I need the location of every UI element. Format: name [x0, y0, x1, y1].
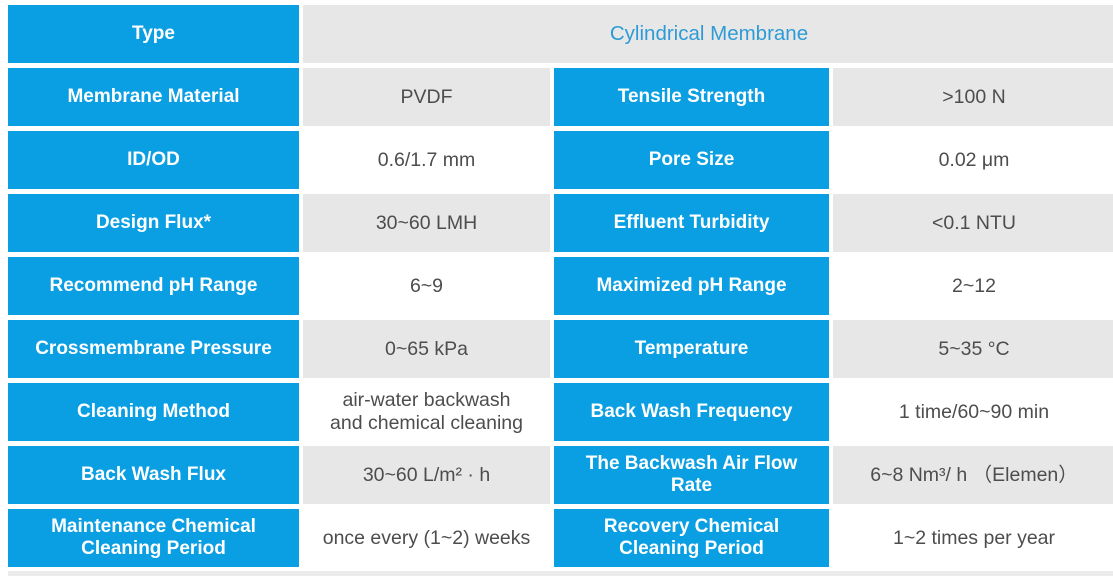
type-value: Cylindrical Membrane [303, 5, 1113, 63]
back-wash-frequency-value: 1 time/60~90 min [833, 383, 1113, 441]
row-label-pore-size: Pore Size [554, 131, 829, 189]
tensile-strength-value: >100 N [833, 68, 1113, 126]
next-row-edge [8, 571, 1113, 576]
row-label-type: Type [8, 5, 299, 63]
recovery-chemical-cleaning-period-value: 1~2 times per year [833, 509, 1113, 567]
row-label-recovery-chemical-cleaning-period: Recovery Chemical Cleaning Period [554, 509, 829, 567]
crossmembrane-pressure-value: 0~65 kPa [303, 320, 550, 378]
row-label-back-wash-flux: Back Wash Flux [8, 446, 299, 504]
row-label-maximized-ph-range: Maximized pH Range [554, 257, 829, 315]
pore-size-value: 0.02 μm [833, 131, 1113, 189]
row-label-back-wash-frequency: Back Wash Frequency [554, 383, 829, 441]
row-label-effluent-turbidity: Effluent Turbidity [554, 194, 829, 252]
row-label-maintenance-chemical-cleaning-period: Maintenance Chemical Cleaning Period [8, 509, 299, 567]
cleaning-method-value: air-water backwash and chemical cleaning [303, 383, 550, 441]
row-label-temperature: Temperature [554, 320, 829, 378]
row-label-crossmembrane-pressure: Crossmembrane Pressure [8, 320, 299, 378]
row-label-recommend-ph-range: Recommend pH Range [8, 257, 299, 315]
maintenance-chemical-cleaning-period-value: once every (1~2) weeks [303, 509, 550, 567]
row-label-cleaning-method: Cleaning Method [8, 383, 299, 441]
membrane-spec-table: Type Cylindrical Membrane Membrane Mater… [8, 5, 1113, 567]
backwash-air-flow-rate-value: 6~8 Nm³/ h （Elemen） [833, 446, 1113, 504]
row-label-id-od: ID/OD [8, 131, 299, 189]
row-label-membrane-material: Membrane Material [8, 68, 299, 126]
row-label-tensile-strength: Tensile Strength [554, 68, 829, 126]
id-od-value: 0.6/1.7 mm [303, 131, 550, 189]
membrane-material-value: PVDF [303, 68, 550, 126]
recommend-ph-range-value: 6~9 [303, 257, 550, 315]
effluent-turbidity-value: <0.1 NTU [833, 194, 1113, 252]
row-label-backwash-air-flow-rate: The Backwash Air Flow Rate [554, 446, 829, 504]
back-wash-flux-value: 30~60 L/m² · h [303, 446, 550, 504]
row-label-design-flux: Design Flux* [8, 194, 299, 252]
maximized-ph-range-value: 2~12 [833, 257, 1113, 315]
design-flux-value: 30~60 LMH [303, 194, 550, 252]
temperature-value: 5~35 °C [833, 320, 1113, 378]
